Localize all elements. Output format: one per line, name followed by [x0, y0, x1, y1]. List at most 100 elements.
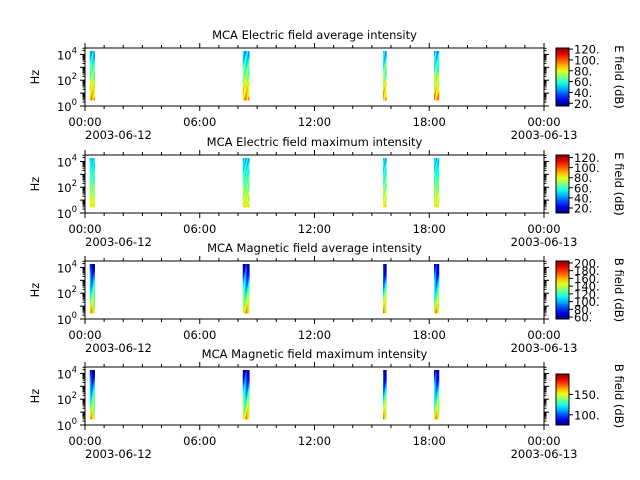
- spectrogram-cell: [91, 198, 94, 201]
- spectrogram-cell: [383, 417, 385, 420]
- spectrogram-cell: [383, 64, 385, 67]
- spectrogram-cell: [243, 96, 246, 99]
- spectrogram-cell: [434, 159, 437, 162]
- y-tick-label: 102: [57, 391, 77, 407]
- spectrogram-cell: [434, 67, 436, 70]
- spectrogram-cell: [248, 174, 250, 177]
- spectrogram-cell: [384, 391, 386, 394]
- spectrogram-cell: [384, 378, 386, 381]
- spectrogram-cell: [91, 412, 94, 415]
- spectrogram-cell: [243, 195, 246, 198]
- spectrogram-cell: [437, 291, 440, 294]
- spectrogram-cell: [248, 378, 250, 381]
- spectrogram-cell: [385, 164, 387, 167]
- spectrogram-cell: [242, 404, 245, 407]
- spectrogram-cell: [434, 189, 437, 192]
- spectrogram-cell: [92, 180, 95, 183]
- spectrogram-cell: [92, 267, 95, 270]
- spectrogram-cell: [436, 73, 439, 76]
- spectrogram-cell: [242, 376, 245, 379]
- spectrogram-cell: [244, 291, 247, 294]
- spectrogram-cell: [434, 410, 437, 413]
- spectrogram-cell: [93, 98, 95, 101]
- spectrogram-cell: [383, 86, 385, 89]
- spectrogram-cell: [385, 404, 387, 407]
- spectrogram-cell: [435, 283, 438, 286]
- spectrogram-cell: [383, 78, 385, 81]
- spectrogram-cell: [93, 374, 95, 377]
- spectrogram-cell: [247, 73, 249, 76]
- spectrogram-cell: [89, 404, 92, 407]
- spectrogram-cell: [434, 177, 436, 180]
- spectrogram-cell: [244, 98, 247, 101]
- spectrogram-cell: [90, 60, 93, 63]
- spectrogram-cell: [242, 301, 245, 304]
- spectrogram-cell: [90, 311, 93, 314]
- spectrogram-cell: [248, 280, 250, 283]
- spectrogram-cell: [383, 68, 385, 71]
- spectrogram-cell: [90, 80, 93, 83]
- spectrogram-cell: [437, 203, 440, 206]
- spectrogram-cell: [436, 371, 439, 374]
- spectrogram-cell: [383, 174, 385, 177]
- spectrogram-cell: [383, 409, 385, 412]
- spectrogram-cell: [247, 95, 249, 98]
- spectrogram-cell: [384, 283, 386, 286]
- spectrogram-cell: [92, 158, 95, 161]
- spectrogram-cell: [434, 158, 437, 161]
- spectrogram-cell: [248, 415, 250, 418]
- spectrogram-cell: [244, 57, 247, 60]
- spectrogram-cell: [384, 182, 386, 185]
- spectrogram-cell: [245, 281, 248, 284]
- spectrogram-cell: [93, 311, 95, 314]
- spectrogram-cell: [248, 171, 250, 174]
- spectrogram-cell: [248, 394, 250, 397]
- spectrogram-cell: [90, 391, 93, 394]
- spectrogram-cell: [434, 59, 437, 62]
- spectrogram-cell: [90, 285, 93, 288]
- spectrogram-cell: [383, 397, 385, 400]
- spectrogram-cell: [384, 82, 386, 85]
- spectrogram-cell: [248, 311, 250, 314]
- spectrogram-cell: [435, 72, 438, 75]
- spectrogram-cell: [434, 267, 436, 270]
- spectrogram-cell: [434, 197, 437, 200]
- spectrogram-cell: [91, 182, 94, 185]
- spectrogram-cell: [89, 397, 92, 400]
- spectrogram-cell: [89, 195, 92, 198]
- spectrogram-cell: [244, 88, 247, 91]
- spectrogram-cell: [385, 371, 387, 374]
- spectrogram-cell: [93, 162, 95, 165]
- spectrogram-cell: [92, 412, 95, 415]
- spectrogram-cell: [242, 85, 245, 88]
- spectrogram-cell: [89, 399, 92, 402]
- spectrogram-cell: [434, 384, 437, 387]
- spectrogram-cell: [244, 167, 247, 170]
- colorbar-tick-label: 120.: [574, 287, 600, 301]
- spectrogram-pass: [242, 51, 250, 101]
- spectrogram-cell: [244, 200, 247, 203]
- spectrogram-cell: [436, 298, 439, 301]
- spectrogram-cell: [384, 265, 386, 268]
- spectrogram-cell: [91, 193, 94, 196]
- spectrogram-cell: [437, 51, 440, 54]
- spectrogram-cell: [244, 203, 247, 206]
- spectrogram-cell: [93, 95, 95, 98]
- spectrogram-cell: [383, 286, 385, 289]
- spectrogram-cell: [92, 85, 95, 88]
- spectrogram-cell: [385, 91, 387, 94]
- spectrogram-cell: [435, 285, 438, 288]
- spectrogram-cell: [436, 370, 439, 373]
- spectrogram-cell: [91, 98, 94, 101]
- spectrogram-cell: [384, 277, 386, 280]
- spectrogram-cell: [247, 179, 249, 182]
- spectrogram-cell: [385, 77, 387, 80]
- spectrogram-cell: [245, 397, 248, 400]
- spectrogram-cell: [92, 409, 95, 412]
- spectrogram-cell: [384, 295, 386, 298]
- spectrogram-cell: [90, 291, 93, 294]
- spectrogram-cell: [384, 379, 386, 382]
- spectrogram-cell: [434, 373, 437, 376]
- spectrogram-cell: [436, 386, 439, 389]
- spectrogram-cell: [92, 189, 95, 192]
